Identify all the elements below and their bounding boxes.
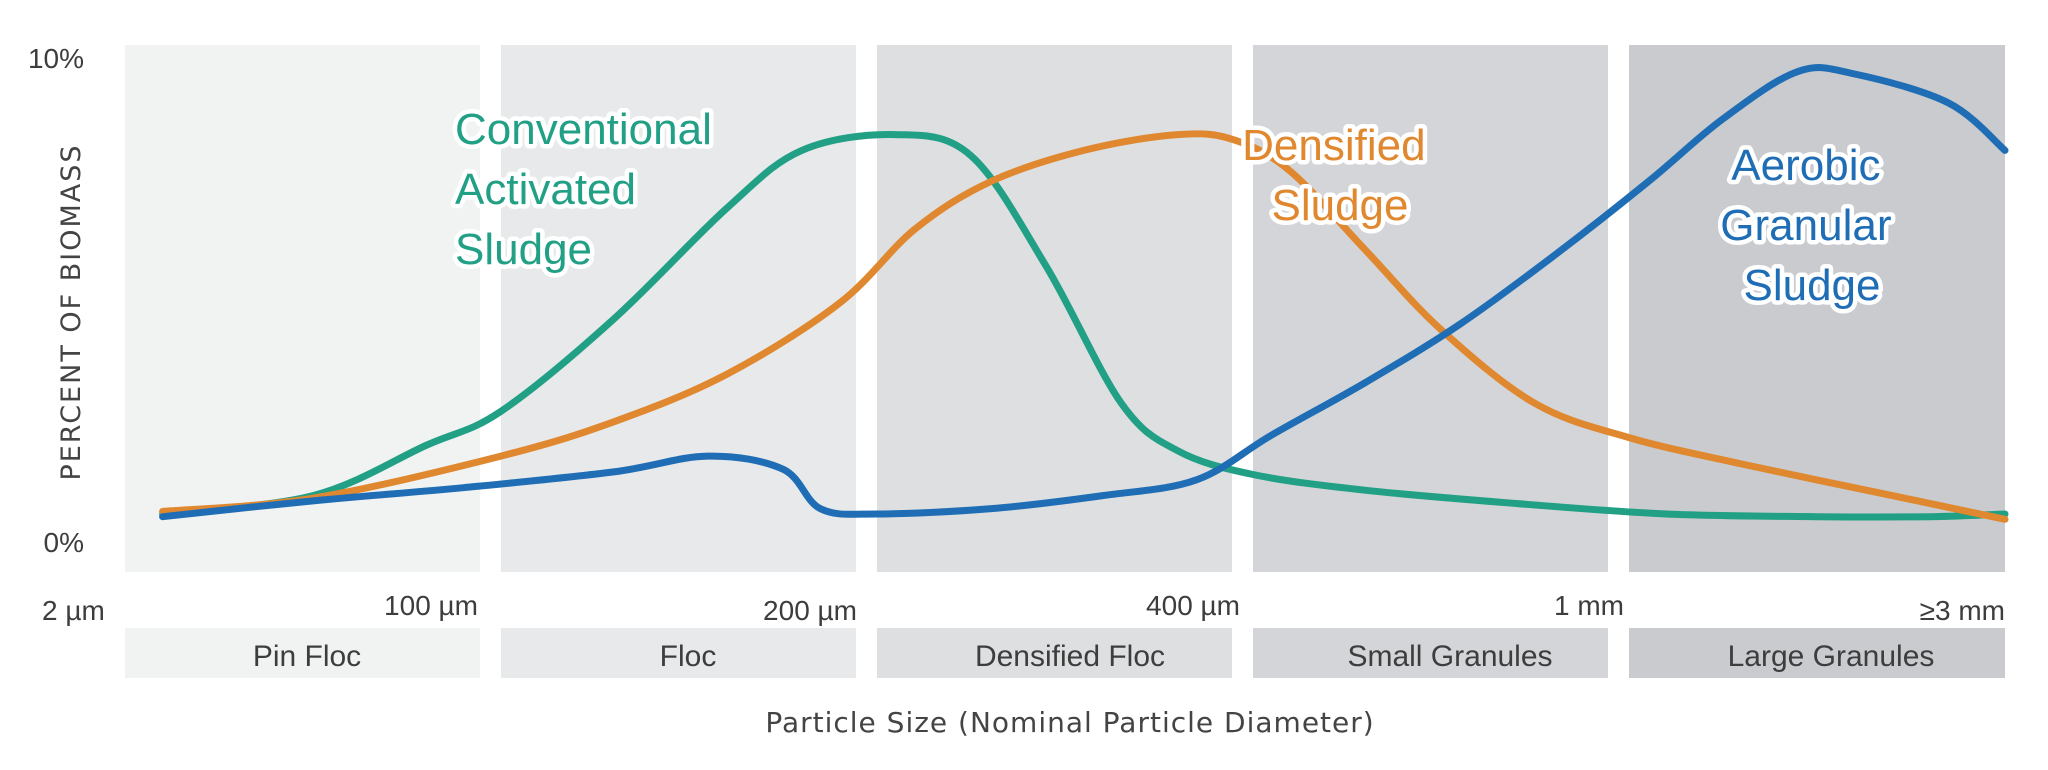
label-densified-sludge: Densified Sludge: [1242, 121, 1438, 230]
x-tick-2um: 2 µm: [42, 595, 105, 626]
zone-label-bar-densified-floc: [877, 628, 1232, 678]
zone-band-large-granules: [1629, 45, 2005, 572]
zone-bands: [125, 45, 2005, 572]
y-axis-label: PERCENT OF BIOMASS: [56, 143, 87, 480]
zone-label-densified-floc: Densified Floc: [975, 640, 1165, 673]
zone-label-pin-floc: Pin Floc: [253, 640, 361, 673]
zone-label-bar-pin-floc: [125, 628, 480, 678]
series-lines: [159, 64, 2009, 523]
x-tick-3mm: ≥3 mm: [1920, 595, 2005, 626]
zone-label-small-granules: Small Granules: [1347, 640, 1552, 673]
zone-label-floc: Floc: [660, 640, 717, 673]
y-tick-min: 0%: [44, 527, 84, 558]
zone-label-bar-floc: [501, 628, 856, 678]
series-line-densified-sludge: [159, 130, 2009, 523]
label-aerobic-granular-sludge: Aerobic Granular Sludge: [1720, 141, 1903, 310]
x-tick-1mm: 1 mm: [1554, 590, 1624, 621]
zone-label-bars: [125, 628, 2005, 678]
x-axis-label: Particle Size (Nominal Particle Diameter…: [765, 706, 1374, 739]
x-tick-400um: 400 µm: [1146, 590, 1240, 621]
x-tick-200um: 200 µm: [763, 595, 857, 626]
zone-band-densified-floc: [877, 45, 1232, 572]
series-line-conventional-activated-sludge: [159, 130, 2009, 521]
y-tick-max: 10%: [28, 43, 84, 74]
label-conventional-activated-sludge: Conventional Activated Sludge: [455, 105, 724, 274]
x-tick-100um: 100 µm: [384, 590, 478, 621]
zone-label-bar-small-granules: [1253, 628, 1608, 678]
zone-band-pin-floc: [125, 45, 480, 572]
zone-label-large-granules: Large Granules: [1728, 640, 1935, 673]
series-line-aerobic-granular-sludge: [159, 64, 2009, 521]
zone-label-bar-large-granules: [1629, 628, 2005, 678]
